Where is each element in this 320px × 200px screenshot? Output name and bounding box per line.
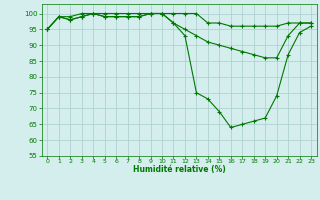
- X-axis label: Humidité relative (%): Humidité relative (%): [133, 165, 226, 174]
